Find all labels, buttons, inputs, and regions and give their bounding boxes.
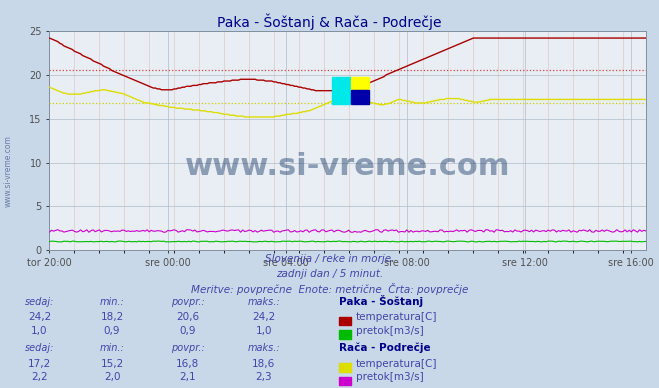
Text: 1,0: 1,0	[31, 326, 48, 336]
Text: temperatura[C]: temperatura[C]	[356, 312, 438, 322]
Text: 15,2: 15,2	[100, 359, 124, 369]
Text: 18,6: 18,6	[252, 359, 275, 369]
Text: pretok[m3/s]: pretok[m3/s]	[356, 372, 424, 382]
Text: sedaj:: sedaj:	[25, 296, 54, 307]
Text: povpr.:: povpr.:	[171, 296, 205, 307]
Text: min.:: min.:	[100, 343, 125, 353]
Text: sedaj:: sedaj:	[25, 343, 54, 353]
Text: temperatura[C]: temperatura[C]	[356, 359, 438, 369]
Text: 0,9: 0,9	[179, 326, 196, 336]
Text: Paka - Šoštanj & Rača - Podrečje: Paka - Šoštanj & Rača - Podrečje	[217, 14, 442, 30]
Text: Meritve: povprečne  Enote: metrične  Črta: povprečje: Meritve: povprečne Enote: metrične Črta:…	[191, 283, 468, 295]
Text: 24,2: 24,2	[28, 312, 51, 322]
Text: Slovenija / reke in morje.: Slovenija / reke in morje.	[265, 254, 394, 264]
Text: povpr.:: povpr.:	[171, 343, 205, 353]
Text: 20,6: 20,6	[176, 312, 200, 322]
Text: 0,9: 0,9	[103, 326, 121, 336]
Text: Paka - Šoštanj: Paka - Šoštanj	[339, 294, 424, 307]
Text: www.si-vreme.com: www.si-vreme.com	[185, 152, 510, 182]
Text: 2,0: 2,0	[103, 372, 121, 382]
Text: 2,1: 2,1	[179, 372, 196, 382]
Text: Rača - Podrečje: Rača - Podrečje	[339, 343, 431, 353]
Text: www.si-vreme.com: www.si-vreme.com	[3, 135, 13, 207]
Text: maks.:: maks.:	[247, 343, 280, 353]
Text: 17,2: 17,2	[28, 359, 51, 369]
Text: 2,2: 2,2	[31, 372, 48, 382]
Text: 18,2: 18,2	[100, 312, 124, 322]
Text: maks.:: maks.:	[247, 296, 280, 307]
Text: 24,2: 24,2	[252, 312, 275, 322]
Text: min.:: min.:	[100, 296, 125, 307]
Text: 1,0: 1,0	[255, 326, 272, 336]
Text: 2,3: 2,3	[255, 372, 272, 382]
Text: zadnji dan / 5 minut.: zadnji dan / 5 minut.	[276, 269, 383, 279]
Text: 16,8: 16,8	[176, 359, 200, 369]
Text: pretok[m3/s]: pretok[m3/s]	[356, 326, 424, 336]
